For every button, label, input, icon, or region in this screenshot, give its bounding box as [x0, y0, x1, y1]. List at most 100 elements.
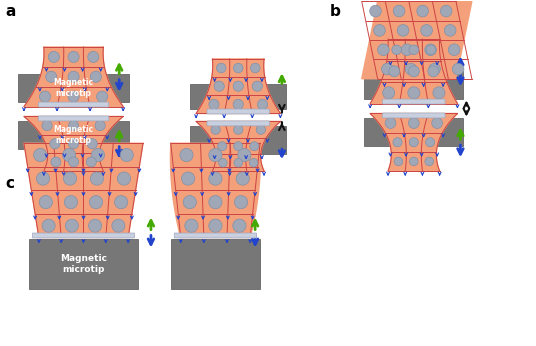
Circle shape: [401, 44, 413, 56]
Bar: [29, 239, 138, 289]
Circle shape: [234, 142, 243, 151]
Circle shape: [68, 71, 79, 82]
Circle shape: [42, 120, 52, 131]
Text: Magnetic
microtip: Magnetic microtip: [54, 125, 94, 145]
Circle shape: [410, 157, 418, 166]
FancyBboxPatch shape: [32, 233, 135, 238]
Text: Magnetic
microtip: Magnetic microtip: [60, 254, 107, 274]
Circle shape: [444, 25, 456, 36]
Circle shape: [408, 66, 419, 77]
Circle shape: [432, 118, 443, 128]
Circle shape: [426, 138, 435, 147]
Circle shape: [120, 148, 133, 162]
FancyBboxPatch shape: [174, 233, 257, 238]
Circle shape: [112, 219, 125, 232]
Circle shape: [249, 158, 258, 167]
Circle shape: [90, 195, 103, 209]
Circle shape: [95, 120, 105, 131]
Circle shape: [426, 45, 436, 55]
Circle shape: [408, 87, 420, 99]
Circle shape: [405, 63, 417, 75]
Text: Magnetic
microtip: Magnetic microtip: [54, 78, 94, 98]
Circle shape: [183, 195, 196, 209]
Circle shape: [370, 5, 381, 17]
Circle shape: [429, 63, 441, 75]
Circle shape: [46, 71, 57, 82]
Circle shape: [211, 125, 220, 134]
Circle shape: [217, 63, 226, 73]
Polygon shape: [370, 113, 457, 171]
Circle shape: [252, 81, 263, 91]
Circle shape: [393, 138, 402, 147]
Circle shape: [219, 158, 227, 167]
Circle shape: [257, 99, 267, 109]
Circle shape: [36, 172, 50, 185]
Circle shape: [50, 139, 60, 149]
Circle shape: [69, 120, 79, 131]
Circle shape: [64, 195, 78, 209]
Circle shape: [180, 148, 193, 162]
Bar: [364, 118, 464, 146]
Circle shape: [234, 63, 243, 73]
Text: a: a: [5, 4, 16, 19]
Circle shape: [433, 87, 445, 99]
Circle shape: [185, 219, 198, 232]
Circle shape: [209, 219, 222, 232]
Circle shape: [233, 219, 246, 232]
Circle shape: [214, 81, 224, 91]
FancyBboxPatch shape: [207, 109, 270, 114]
Circle shape: [233, 99, 243, 109]
Circle shape: [63, 148, 76, 162]
FancyBboxPatch shape: [207, 121, 270, 126]
Circle shape: [234, 195, 248, 209]
Circle shape: [409, 45, 419, 55]
Bar: [190, 126, 286, 154]
Circle shape: [374, 25, 385, 36]
Circle shape: [40, 91, 50, 102]
Circle shape: [234, 125, 243, 134]
Circle shape: [421, 25, 433, 36]
Polygon shape: [24, 47, 123, 107]
Circle shape: [48, 52, 59, 63]
Circle shape: [408, 118, 419, 128]
Circle shape: [452, 63, 464, 75]
Text: c: c: [5, 176, 14, 191]
Circle shape: [250, 142, 259, 151]
Circle shape: [68, 52, 79, 63]
Circle shape: [39, 195, 53, 209]
Circle shape: [448, 44, 460, 56]
Circle shape: [88, 219, 102, 232]
Polygon shape: [370, 39, 457, 103]
Circle shape: [91, 148, 105, 162]
Circle shape: [382, 63, 393, 75]
Polygon shape: [362, 1, 472, 79]
FancyBboxPatch shape: [39, 116, 109, 121]
Bar: [364, 71, 464, 99]
Circle shape: [88, 52, 99, 63]
Circle shape: [218, 142, 227, 151]
FancyBboxPatch shape: [383, 113, 445, 118]
Bar: [171, 239, 260, 289]
Bar: [18, 121, 129, 149]
Circle shape: [182, 172, 195, 185]
Circle shape: [378, 44, 389, 56]
FancyBboxPatch shape: [383, 99, 445, 104]
Circle shape: [63, 172, 77, 185]
Text: b: b: [330, 4, 340, 19]
Circle shape: [250, 63, 260, 73]
Polygon shape: [170, 143, 260, 237]
Polygon shape: [196, 59, 280, 113]
Circle shape: [209, 172, 222, 185]
Circle shape: [42, 219, 55, 232]
Circle shape: [87, 139, 98, 149]
Circle shape: [234, 158, 242, 167]
Bar: [190, 84, 286, 109]
Circle shape: [425, 44, 436, 56]
Circle shape: [393, 5, 405, 17]
Circle shape: [397, 25, 409, 36]
Circle shape: [209, 99, 219, 109]
Circle shape: [65, 219, 78, 232]
Circle shape: [441, 5, 452, 17]
Circle shape: [425, 157, 434, 166]
Circle shape: [394, 157, 403, 166]
